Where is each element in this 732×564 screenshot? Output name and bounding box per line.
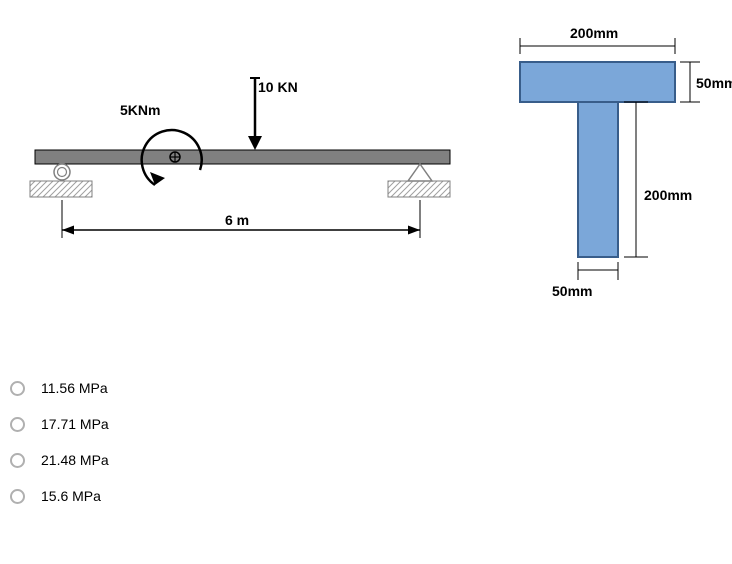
- left-support: [30, 164, 92, 197]
- flange-height-label: 50mm: [696, 75, 732, 91]
- applied-moment: 5KNm: [120, 102, 202, 185]
- web-height-label: 200mm: [644, 187, 692, 203]
- option-row[interactable]: 17.71 MPa: [10, 416, 109, 432]
- option-label: 11.56 MPa: [41, 380, 108, 396]
- diagram-svg: 10 KN 5KNm 6 m 200mm: [0, 0, 732, 350]
- option-row[interactable]: 21.48 MPa: [10, 452, 109, 468]
- right-support: [388, 164, 450, 197]
- answer-options: 11.56 MPa 17.71 MPa 21.48 MPa 15.6 MPa: [10, 380, 109, 524]
- moment-label: 5KNm: [120, 102, 160, 118]
- dim-web-height: 200mm: [624, 102, 692, 257]
- dim-flange-width: 200mm: [520, 25, 675, 54]
- section-web: [578, 102, 618, 257]
- radio-icon[interactable]: [10, 453, 25, 468]
- span-dimension: 6 m: [62, 200, 420, 238]
- point-load: 10 KN: [248, 78, 298, 150]
- web-width-label: 50mm: [552, 283, 592, 299]
- dim-web-width: 50mm: [552, 262, 618, 299]
- option-row[interactable]: 11.56 MPa: [10, 380, 109, 396]
- beam-diagram: 10 KN 5KNm 6 m: [30, 78, 450, 238]
- dim-flange-height: 50mm: [680, 62, 732, 102]
- option-label: 21.48 MPa: [41, 452, 109, 468]
- span-label: 6 m: [225, 212, 249, 228]
- diagram-area: 10 KN 5KNm 6 m 200mm: [0, 0, 732, 350]
- option-label: 17.71 MPa: [41, 416, 109, 432]
- radio-icon[interactable]: [10, 417, 25, 432]
- radio-icon[interactable]: [10, 381, 25, 396]
- force-label: 10 KN: [258, 79, 298, 95]
- option-label: 15.6 MPa: [41, 488, 101, 504]
- radio-icon[interactable]: [10, 489, 25, 504]
- beam-body: [35, 150, 450, 164]
- section-flange: [520, 62, 675, 102]
- option-row[interactable]: 15.6 MPa: [10, 488, 109, 504]
- flange-width-label: 200mm: [570, 25, 618, 41]
- t-section: 200mm 50mm 200mm 50mm: [520, 25, 732, 299]
